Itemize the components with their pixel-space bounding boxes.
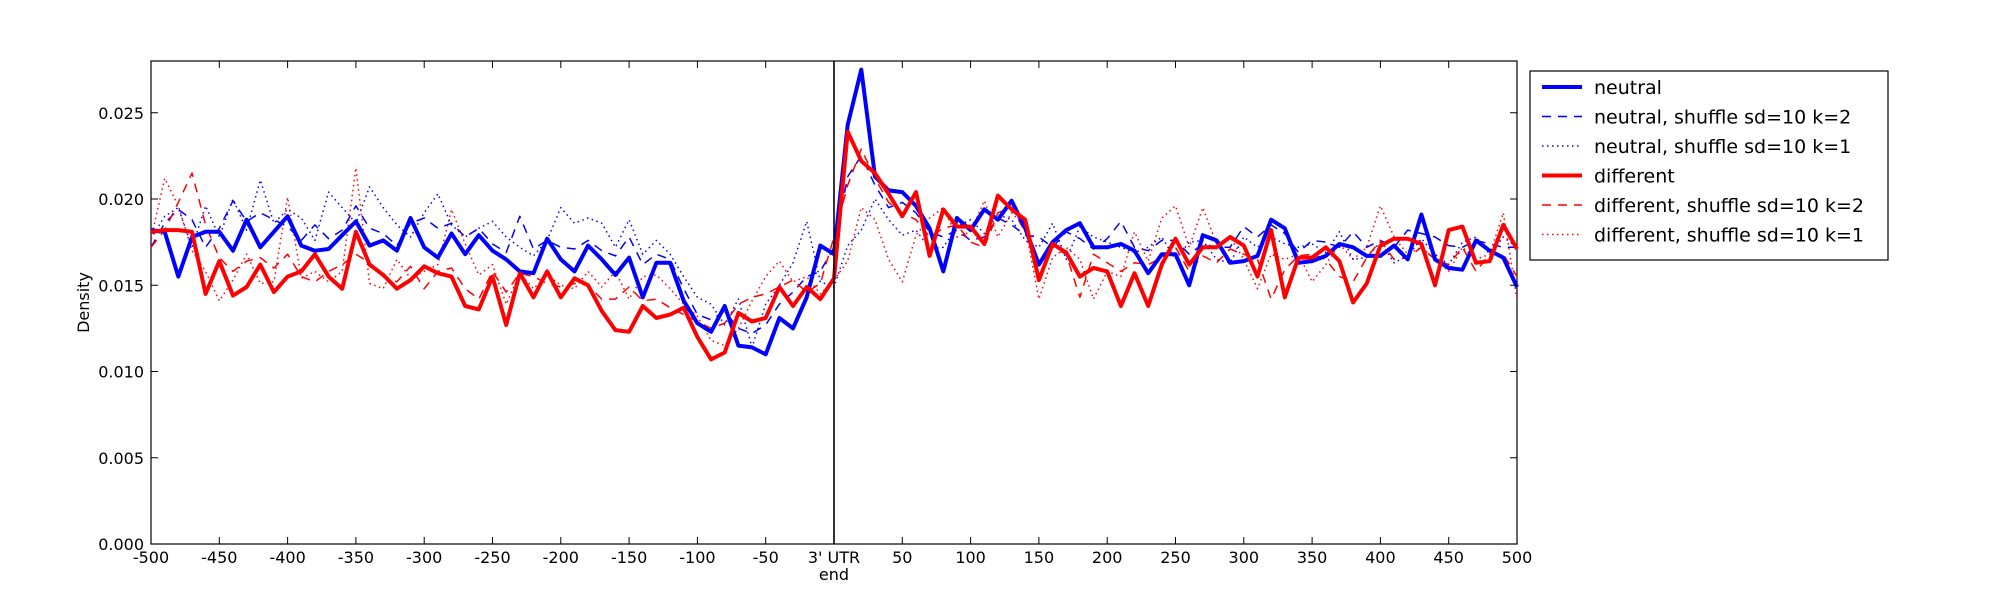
x-tick-label: -200 [543, 548, 579, 567]
legend-box [1529, 70, 1889, 261]
x-axis: -500 -450 -400 -350 -300 -250 -200 -150 -100 -50 3… [133, 61, 1532, 567]
x-tick-label: 250 [1160, 548, 1191, 567]
y-tick-label: 0.000 [98, 535, 144, 554]
x-tick-label: -350 [338, 548, 374, 567]
x-tick-label: -50 [753, 548, 779, 567]
x-tick-label: 150 [1024, 548, 1055, 567]
x-tick-label: -150 [611, 548, 647, 567]
x-tick-label: 50 [892, 548, 912, 567]
legend-label: different, shuffle sd=10 k=1 [1594, 225, 1864, 247]
x-tick-label: -400 [269, 548, 305, 567]
y-tick-label: 0.020 [98, 190, 144, 209]
x-tick-label: 200 [1092, 548, 1123, 567]
x-tick-label: 450 [1433, 548, 1464, 567]
x-tick-label: 400 [1365, 548, 1396, 567]
x-tick-label: -500 [133, 548, 169, 567]
legend-label: neutral, shuffle sd=10 k=2 [1594, 107, 1851, 129]
x-tick-label: -250 [474, 548, 510, 567]
y-tick-label: 0.025 [98, 104, 144, 123]
y-axis: 0.000 0.005 0.010 0.015 0.020 0.025 [98, 104, 1517, 554]
x-tick-label: 500 [1502, 548, 1533, 567]
y-tick-label: 0.010 [98, 363, 144, 382]
x-tick-label: -300 [406, 548, 442, 567]
x-tick-label: 300 [1229, 548, 1260, 567]
x-axis-label: end [819, 565, 849, 584]
y-tick-label: 0.005 [98, 449, 144, 468]
x-tick-label: 3' UTR [808, 548, 860, 567]
x-tick-label: 100 [955, 548, 986, 567]
legend-label: neutral, shuffle sd=10 k=1 [1594, 136, 1851, 158]
x-tick-label: 350 [1297, 548, 1328, 567]
legend: neutral neutral, shuffle sd=10 k=2 neutral… [1529, 70, 1889, 261]
legend-label: different [1594, 166, 1675, 188]
legend-label: different, shuffle sd=10 k=2 [1594, 195, 1864, 217]
x-tick-label: -450 [201, 548, 237, 567]
series-line-5 [150, 148, 1518, 330]
legend-label: neutral [1594, 77, 1662, 99]
y-tick-label: 0.015 [98, 276, 144, 295]
y-axis-label: Density [74, 272, 93, 333]
x-tick-label: -100 [679, 548, 715, 567]
